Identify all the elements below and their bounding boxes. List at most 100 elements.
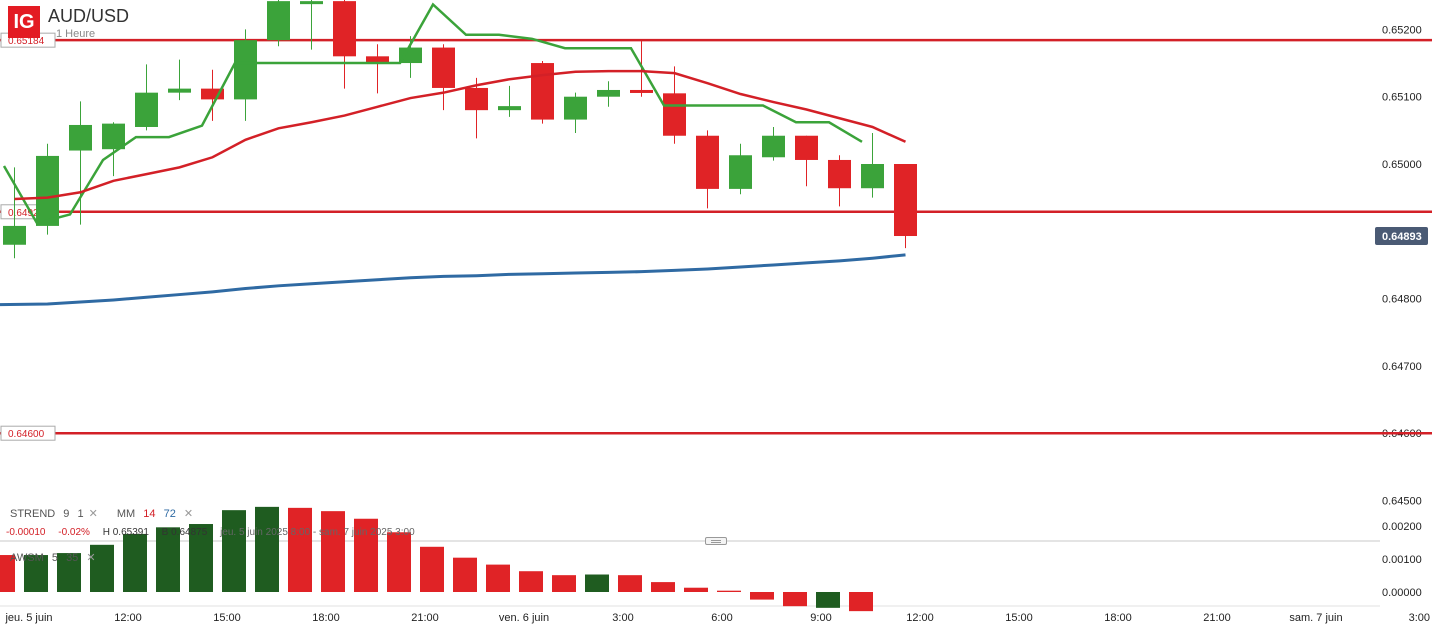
awsm-bar [618, 575, 642, 592]
candle[interactable] [531, 61, 554, 124]
awsm-bar [321, 511, 345, 592]
candle-body [135, 92, 158, 127]
candle-body [3, 225, 26, 245]
candle[interactable] [267, 0, 290, 47]
awsm-name: AWSM [10, 552, 44, 564]
candle-body [729, 155, 752, 189]
awsm-bar [651, 582, 675, 592]
awsm-bar [849, 592, 873, 612]
candle-body [531, 63, 554, 120]
x-axis-tick-label: ven. 6 juin [499, 612, 549, 624]
awsm-bar [354, 518, 378, 592]
pane-resize-handle[interactable] [705, 537, 727, 545]
candle-body [795, 135, 818, 160]
candle-body [663, 93, 686, 136]
candle[interactable] [201, 69, 224, 121]
mm14-line [14, 69, 907, 201]
y-axis-tick-label: 0.64800 [1382, 294, 1422, 306]
candle[interactable] [729, 143, 752, 195]
stats-row: -0.00010 -0.02% H 0.65391 B 0.64875 jeu.… [6, 527, 425, 538]
candle-body [498, 106, 521, 111]
candle[interactable] [234, 29, 257, 121]
candle[interactable] [333, 0, 356, 89]
awsm-bar [255, 506, 279, 592]
candle-body [630, 89, 653, 93]
candle-body [234, 40, 257, 100]
awsm-bar [453, 557, 477, 592]
candle-body [894, 164, 917, 237]
x-axis-tick-label: 15:00 [1005, 612, 1033, 624]
current-price-text: 0.64893 [1382, 231, 1422, 243]
awsm-remove-icon[interactable]: ✕ [86, 552, 96, 564]
mm-name: MM [116, 508, 136, 520]
candle[interactable] [300, 0, 323, 50]
x-axis-tick-label: 18:00 [1104, 612, 1132, 624]
y-axis-tick-label: 0.64700 [1382, 361, 1422, 373]
awsm-bar [783, 592, 807, 607]
change-percent: -0.02% [58, 527, 90, 538]
awsm-bar [123, 533, 147, 592]
candle-body [267, 1, 290, 41]
candle[interactable] [168, 59, 191, 101]
awsm-bar [24, 555, 48, 592]
strend-name: STREND [10, 508, 56, 520]
candle-body [432, 47, 455, 88]
candle-body [828, 159, 851, 189]
candle[interactable] [861, 133, 884, 198]
y-axis-tick-label: 0.65100 [1382, 92, 1422, 104]
awsm-bar [717, 590, 741, 592]
candle-body [102, 123, 125, 150]
mm-remove-icon[interactable]: ✕ [183, 508, 194, 520]
x-axis-tick-label: 3:00 [612, 612, 633, 624]
change-value: -0.00010 [6, 527, 46, 538]
candle-body [597, 89, 620, 97]
awsm-bar [486, 564, 510, 592]
awsm-bar [387, 532, 411, 592]
candle-body [333, 1, 356, 57]
candle-body [564, 96, 587, 120]
candle[interactable] [762, 126, 785, 161]
timeframe-label[interactable]: 1 Heure [56, 28, 96, 40]
x-axis-tick-label: jeu. 5 juin [4, 612, 52, 624]
awsm-legend: AWSM 5 35 ✕ [10, 551, 101, 564]
y-axis-tick-label: 0.65000 [1382, 159, 1422, 171]
candle-body [399, 47, 422, 64]
candle[interactable] [465, 77, 488, 139]
candle[interactable] [564, 92, 587, 134]
mm72-line [0, 253, 906, 307]
level-label-text: 0.65184 [8, 36, 45, 47]
x-axis-tick-label: 15:00 [213, 612, 241, 624]
awsm-axis-tick-label: 0.00200 [1382, 521, 1422, 533]
candle[interactable] [795, 135, 818, 187]
low-value: B 0.64875 [161, 527, 208, 538]
level-label-tag[interactable]: 0.64600 [0, 425, 56, 441]
x-axis-tick-label: 3:00 [1409, 612, 1430, 624]
candle[interactable] [69, 101, 92, 225]
candle[interactable] [102, 122, 125, 177]
awsm-bar [156, 527, 180, 592]
candle-body [762, 135, 785, 158]
awsm-bar [189, 524, 213, 592]
candle[interactable] [432, 44, 455, 111]
candle[interactable] [498, 85, 521, 117]
candle[interactable] [135, 64, 158, 131]
current-price-box [1375, 227, 1428, 246]
awsm-axis-tick-label: 0.00100 [1382, 554, 1422, 566]
candle[interactable] [696, 130, 719, 209]
level-label-text: 0.64600 [8, 429, 45, 440]
indicator-legend: STREND 9 1 ✕ MM 14 72 ✕ [10, 507, 198, 520]
candle[interactable] [828, 155, 851, 207]
awsm-param-2: 35 [66, 552, 79, 564]
x-axis-tick-label: 12:00 [906, 612, 934, 624]
candle-body [36, 155, 59, 226]
level-label-box [0, 425, 56, 441]
y-axis-tick-label: 0.64500 [1382, 496, 1422, 508]
candle[interactable] [366, 44, 389, 94]
strend-remove-icon[interactable]: ✕ [88, 508, 98, 520]
x-axis-tick-label: 6:00 [711, 612, 732, 624]
candle[interactable] [597, 81, 620, 107]
candle[interactable] [894, 164, 917, 249]
strend-param-1: 9 [63, 508, 70, 520]
current-price-tag: 0.64893 [1375, 227, 1428, 246]
